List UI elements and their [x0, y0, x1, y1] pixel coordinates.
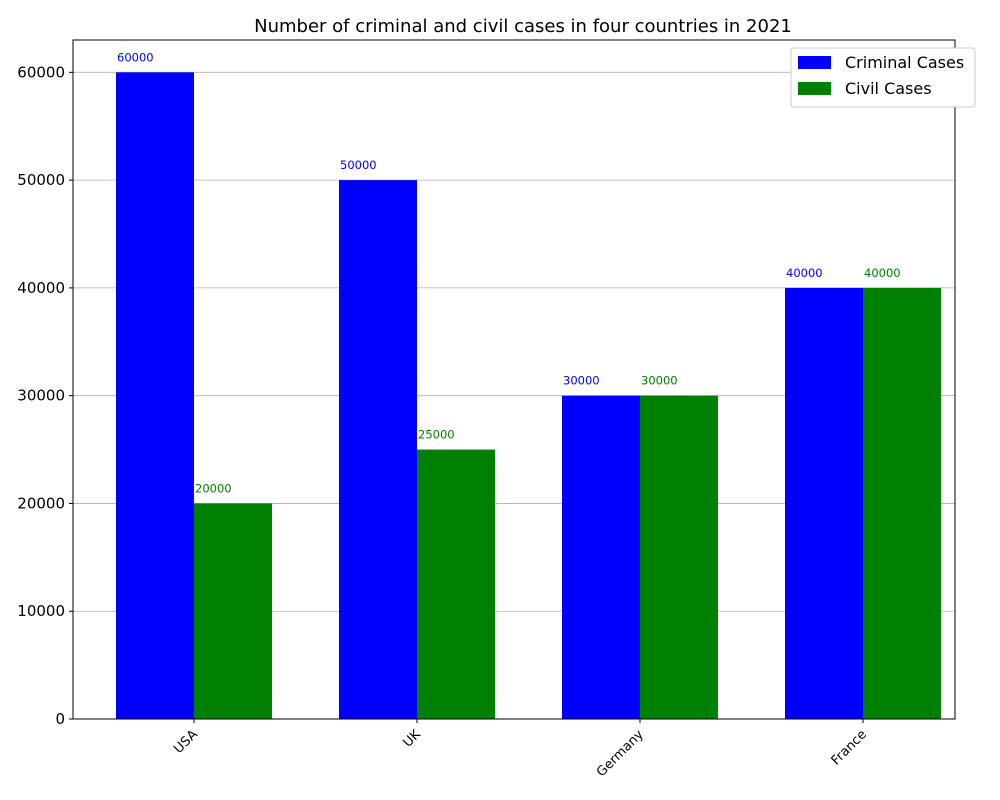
data-labels: 60000 20000 50000 25000 30000 30000 40000 40000 — [117, 50, 901, 495]
x-tick-label: Germany — [594, 727, 647, 780]
data-label: 30000 — [563, 374, 600, 388]
x-axis: USA UK Germany France — [171, 719, 870, 780]
bar-germany-civil-cases — [640, 395, 718, 719]
bar-usa-criminal-cases — [116, 72, 194, 720]
legend-swatch — [798, 82, 831, 95]
y-tick-label: 60000 — [17, 63, 65, 81]
plot-frame — [72, 39, 956, 720]
data-label: 60000 — [117, 50, 154, 64]
bar-germany-criminal-cases — [562, 395, 640, 719]
y-axis: 0 10000 20000 30000 40000 50000 60000 — [17, 63, 73, 728]
y-tick-label: 50000 — [17, 171, 65, 189]
bar-uk-civil-cases — [417, 449, 495, 719]
data-label: 40000 — [786, 266, 823, 280]
bars — [116, 72, 941, 720]
data-label: 25000 — [418, 428, 455, 442]
x-tick-label: USA — [171, 727, 201, 757]
legend-box — [790, 47, 976, 108]
chart-title: Number of criminal and civil cases in fo… — [254, 16, 792, 37]
data-label: 20000 — [195, 481, 232, 495]
y-tick-label: 40000 — [17, 279, 65, 297]
data-label: 30000 — [641, 374, 678, 388]
y-tick-label: 10000 — [17, 602, 65, 620]
y-tick-label: 20000 — [17, 494, 65, 512]
bar-france-criminal-cases — [785, 287, 863, 719]
legend-entry: Civil Cases — [845, 79, 932, 98]
x-tick-label: UK — [400, 727, 424, 751]
legend: Criminal Cases Civil Cases — [790, 47, 976, 108]
data-label: 50000 — [340, 158, 377, 172]
data-label: 40000 — [864, 266, 901, 280]
legend-swatch — [798, 56, 831, 69]
y-tick-label: 0 — [55, 710, 65, 728]
bar-uk-criminal-cases — [339, 180, 417, 720]
x-tick-label: France — [829, 727, 870, 768]
bar-france-civil-cases — [863, 287, 941, 719]
y-tick-label: 30000 — [17, 387, 65, 405]
bar-usa-civil-cases — [194, 503, 272, 719]
legend-entry: Criminal Cases — [845, 53, 964, 72]
